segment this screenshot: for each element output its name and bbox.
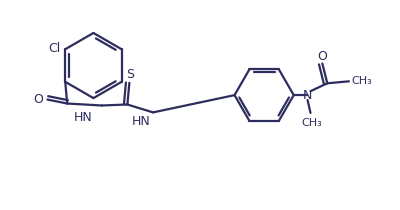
Text: N: N	[303, 89, 312, 102]
Text: S: S	[126, 68, 134, 81]
Text: CH₃: CH₃	[301, 118, 322, 128]
Text: CH₃: CH₃	[351, 76, 372, 86]
Text: Cl: Cl	[48, 42, 60, 55]
Text: HN: HN	[74, 112, 93, 124]
Text: HN: HN	[132, 115, 150, 128]
Text: O: O	[318, 50, 327, 63]
Text: O: O	[34, 93, 44, 106]
